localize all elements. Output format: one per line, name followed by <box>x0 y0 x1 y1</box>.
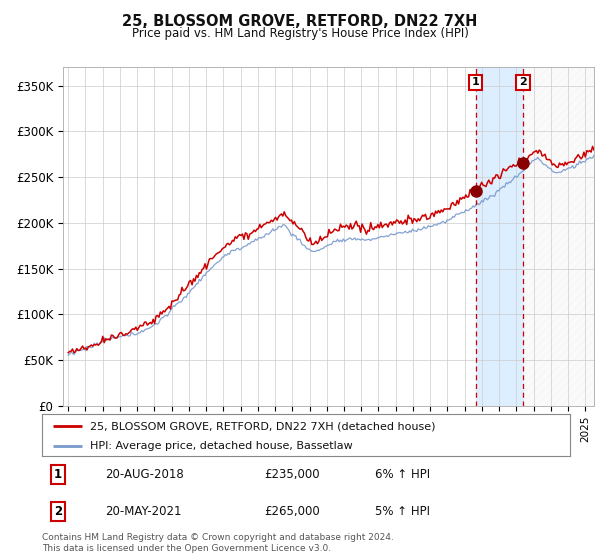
Bar <box>523 67 594 406</box>
Text: Price paid vs. HM Land Registry's House Price Index (HPI): Price paid vs. HM Land Registry's House … <box>131 27 469 40</box>
Text: £235,000: £235,000 <box>264 468 319 481</box>
Text: 20-MAY-2021: 20-MAY-2021 <box>106 505 182 518</box>
Text: 1: 1 <box>54 468 62 481</box>
Text: 25, BLOSSOM GROVE, RETFORD, DN22 7XH (detached house): 25, BLOSSOM GROVE, RETFORD, DN22 7XH (de… <box>89 421 435 431</box>
Bar <box>476 67 523 406</box>
Text: 6% ↑ HPI: 6% ↑ HPI <box>374 468 430 481</box>
Text: Contains HM Land Registry data © Crown copyright and database right 2024.
This d: Contains HM Land Registry data © Crown c… <box>42 533 394 553</box>
Text: 1: 1 <box>472 77 479 87</box>
Text: 2: 2 <box>519 77 527 87</box>
Text: 2: 2 <box>54 505 62 518</box>
Text: 25, BLOSSOM GROVE, RETFORD, DN22 7XH: 25, BLOSSOM GROVE, RETFORD, DN22 7XH <box>122 14 478 29</box>
Text: HPI: Average price, detached house, Bassetlaw: HPI: Average price, detached house, Bass… <box>89 441 352 451</box>
Text: 5% ↑ HPI: 5% ↑ HPI <box>374 505 430 518</box>
Text: 20-AUG-2018: 20-AUG-2018 <box>106 468 184 481</box>
Text: £265,000: £265,000 <box>264 505 320 518</box>
